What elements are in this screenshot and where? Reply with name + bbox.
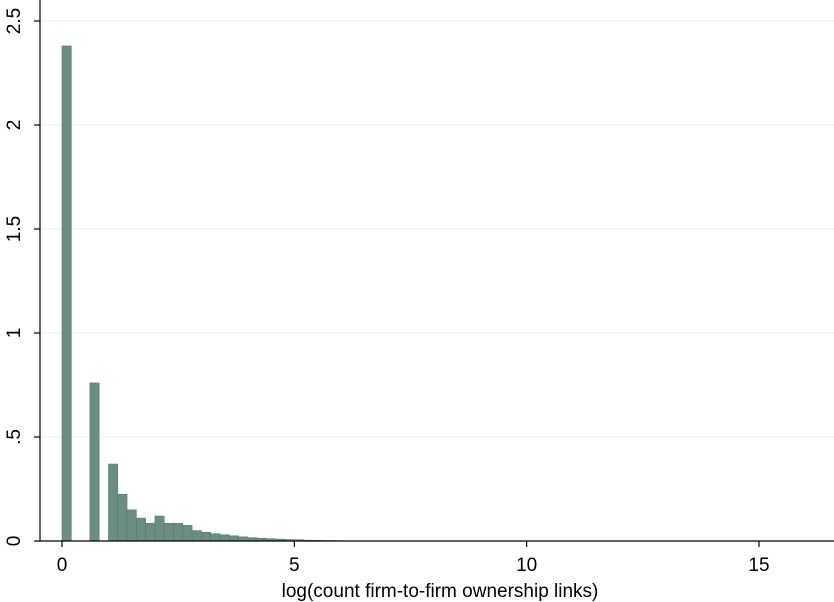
y-tick-label: 0 [4,536,25,547]
y-tick-label: 2 [4,120,25,131]
histogram-bar [201,531,211,542]
histogram-bar [89,382,100,542]
axes [39,0,834,542]
histogram-bar [182,525,193,542]
histogram-bar [238,536,249,542]
y-tick-label: 2.5 [4,8,25,34]
histogram-bar [191,530,202,542]
gridlines [40,20,834,438]
histogram-bar [219,534,230,542]
histogram-bar [61,45,72,542]
x-tick-label: 15 [748,555,769,576]
histogram-bar [163,523,174,542]
y-tick-label: 1 [4,328,25,339]
histogram-bar [126,509,137,542]
bars [61,45,351,542]
histogram-bar [145,523,156,542]
histogram-bar [210,533,221,542]
histogram-bar [154,515,165,542]
x-tick-label: 0 [57,555,68,576]
y-axis-ticks: 0 .5 1 1.5 2 2.5 [4,8,40,547]
histogram-bar [117,493,128,542]
x-tick-label: 10 [516,555,537,576]
histogram-bar [228,535,239,542]
histogram-bar [173,523,184,542]
y-tick-label: 1.5 [4,216,25,242]
histogram-bar [136,517,146,542]
x-axis-ticks: 0 5 10 15 [57,541,770,576]
histogram-bar [108,463,119,542]
y-tick-label: .5 [4,429,25,445]
x-tick-label: 5 [289,555,300,576]
x-axis-title: log(count firm-to-firm ownership links) [282,581,599,602]
